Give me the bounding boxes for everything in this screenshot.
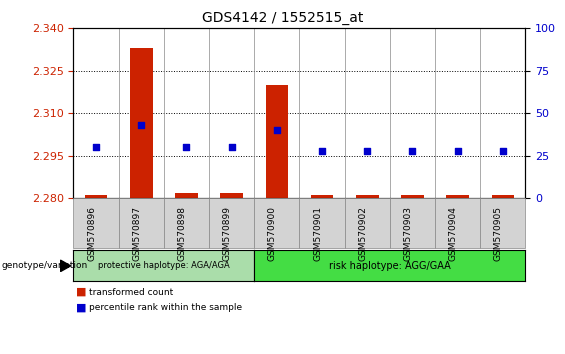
- Point: [272, 127, 281, 133]
- Point: [453, 148, 462, 154]
- Bar: [130, 48, 153, 198]
- Text: genotype/variation: genotype/variation: [1, 261, 88, 270]
- Point: [92, 144, 101, 150]
- Bar: [446, 195, 469, 198]
- Text: GSM570899: GSM570899: [223, 206, 232, 261]
- Point: [227, 144, 236, 150]
- Point: [318, 148, 327, 154]
- Bar: [311, 195, 333, 198]
- Point: [498, 148, 507, 154]
- Point: [137, 122, 146, 128]
- Text: ■: ■: [76, 287, 87, 297]
- Text: ■: ■: [76, 303, 87, 313]
- Text: GSM570897: GSM570897: [132, 206, 141, 261]
- Text: GSM570898: GSM570898: [177, 206, 186, 261]
- Bar: [175, 193, 198, 198]
- Point: [182, 144, 191, 150]
- Text: percentile rank within the sample: percentile rank within the sample: [89, 303, 242, 313]
- Bar: [401, 195, 424, 198]
- Point: [363, 148, 372, 154]
- Bar: [266, 85, 288, 198]
- Bar: [356, 195, 379, 198]
- Text: protective haplotype: AGA/AGA: protective haplotype: AGA/AGA: [98, 261, 230, 270]
- Text: GSM570904: GSM570904: [449, 206, 458, 261]
- Polygon shape: [60, 260, 71, 272]
- Text: GSM570903: GSM570903: [403, 206, 412, 261]
- Text: GDS4142 / 1552515_at: GDS4142 / 1552515_at: [202, 11, 363, 25]
- Point: [408, 148, 417, 154]
- Text: GSM570905: GSM570905: [494, 206, 503, 261]
- Text: GSM570900: GSM570900: [268, 206, 277, 261]
- Text: GSM570896: GSM570896: [87, 206, 96, 261]
- Text: GSM570902: GSM570902: [358, 206, 367, 261]
- Text: GSM570901: GSM570901: [313, 206, 322, 261]
- Text: risk haplotype: AGG/GAA: risk haplotype: AGG/GAA: [329, 261, 451, 271]
- Text: transformed count: transformed count: [89, 287, 173, 297]
- Bar: [220, 193, 243, 198]
- Bar: [492, 195, 514, 198]
- Bar: [85, 195, 107, 198]
